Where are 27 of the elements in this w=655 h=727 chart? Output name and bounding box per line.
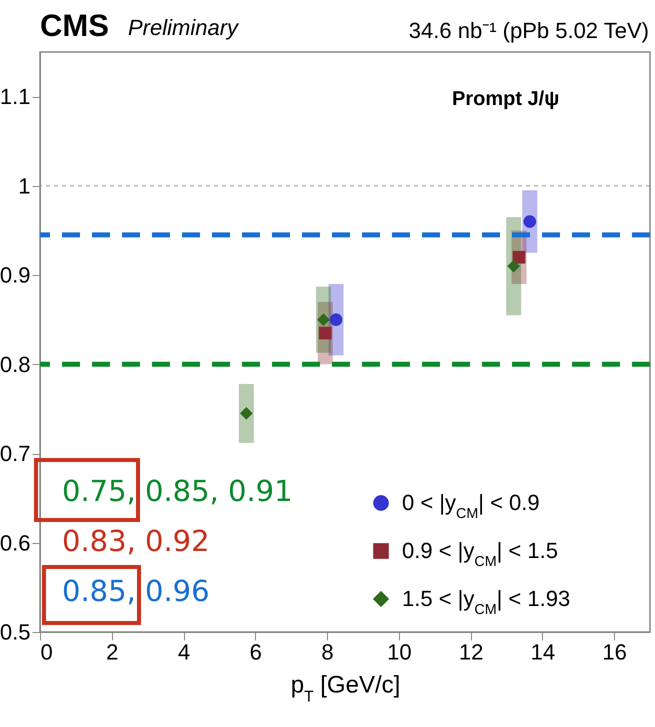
- annotation: 0.83, 0.92: [62, 524, 210, 558]
- y-tick-label: 0.6: [0, 530, 30, 556]
- x-tick-label: 16: [602, 640, 627, 664]
- x-tick-label: 6: [250, 640, 262, 664]
- y-tick-label: 0.9: [0, 262, 30, 288]
- chart-subtitle: Preliminary: [128, 15, 238, 41]
- annotation: 0.85, 0.96: [62, 574, 210, 608]
- x-tick-label: 10: [387, 640, 412, 664]
- y-tick-label: 1: [18, 173, 30, 198]
- x-tick-label: 4: [178, 640, 190, 664]
- y-tick-label: 0.8: [0, 352, 30, 377]
- x-axis-title: p$_{T}$ [GeV/c]: [290, 672, 400, 705]
- legend-label: 0.9 < |y$_{CM}$| < 1.5: [402, 538, 558, 570]
- annotation: 0.75, 0.85, 0.91: [62, 474, 293, 508]
- text: 34.6 nb⁻¹ (pPb 5.02 TeV): [408, 17, 649, 44]
- x-tick-label: 14: [530, 640, 556, 664]
- x-tick-label: 2: [106, 640, 118, 664]
- y-tick-label: 0.5: [0, 620, 30, 644]
- x-tick-label: 12: [458, 640, 484, 664]
- x-tick-label: 0: [40, 640, 53, 664]
- x-tick-label: 8: [321, 640, 334, 664]
- y-tick-label: 0.7: [0, 441, 30, 466]
- legend-label: 0 < |y$_{CM}$| < 0.9: [402, 490, 540, 522]
- chart-title: CMS: [40, 8, 109, 44]
- annotation: Prompt J/ψ: [452, 88, 560, 111]
- y-tick-label: 1.1: [0, 84, 30, 110]
- legend-label: 1.5 < |y$_{CM}$| < 1.93: [402, 586, 570, 618]
